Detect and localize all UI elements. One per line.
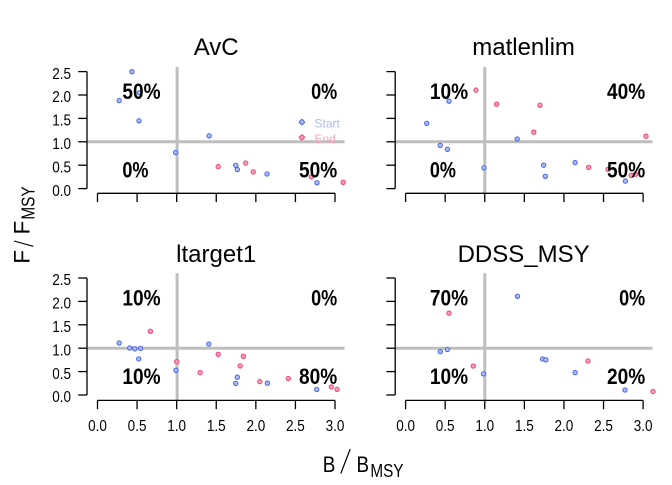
svg-text:1.0: 1.0	[475, 418, 494, 435]
svg-text:2.0: 2.0	[246, 418, 265, 435]
svg-text:80%: 80%	[299, 364, 337, 389]
svg-text:0.0: 0.0	[52, 183, 71, 200]
svg-text:0.5: 0.5	[52, 159, 71, 176]
svg-text:10%: 10%	[122, 285, 160, 310]
svg-text:ltarget1: ltarget1	[176, 241, 256, 268]
svg-text:10%: 10%	[430, 79, 468, 104]
svg-text:Start: Start	[315, 116, 341, 130]
svg-text:1.0: 1.0	[52, 342, 71, 359]
svg-text:0%: 0%	[619, 285, 645, 310]
svg-text:MSY: MSY	[370, 461, 403, 480]
svg-text:B: B	[323, 452, 336, 477]
svg-text:2.5: 2.5	[52, 272, 71, 289]
svg-text:1.5: 1.5	[207, 418, 226, 435]
svg-text:70%: 70%	[430, 285, 468, 310]
svg-text:2.5: 2.5	[52, 66, 71, 83]
svg-text:F: F	[10, 221, 35, 235]
svg-text:0.0: 0.0	[396, 418, 415, 435]
svg-text:0.5: 0.5	[436, 418, 455, 435]
svg-text:DDSS_MSY: DDSS_MSY	[458, 241, 590, 268]
svg-text:0%: 0%	[122, 157, 148, 182]
svg-text:20%: 20%	[607, 364, 645, 389]
svg-text:2.5: 2.5	[286, 418, 305, 435]
svg-text:matlenlim: matlenlim	[472, 34, 575, 61]
svg-text:1.5: 1.5	[515, 418, 534, 435]
svg-text:3.0: 3.0	[634, 418, 653, 435]
svg-text:0.0: 0.0	[88, 418, 107, 435]
svg-text:2.5: 2.5	[594, 418, 613, 435]
svg-text:0%: 0%	[430, 157, 456, 182]
svg-text:1.5: 1.5	[52, 113, 71, 130]
svg-text:10%: 10%	[430, 364, 468, 389]
svg-text:2.0: 2.0	[555, 418, 574, 435]
svg-text:2.0: 2.0	[52, 296, 71, 313]
svg-text:50%: 50%	[299, 157, 337, 182]
svg-text:2.0: 2.0	[52, 89, 71, 106]
svg-text:50%: 50%	[122, 79, 160, 104]
svg-text:F: F	[10, 250, 35, 264]
svg-text:1.5: 1.5	[52, 319, 71, 336]
svg-text:1.0: 1.0	[167, 418, 186, 435]
svg-text:1.0: 1.0	[52, 136, 71, 153]
svg-text:40%: 40%	[607, 79, 645, 104]
svg-text:10%: 10%	[122, 364, 160, 389]
svg-text:MSY: MSY	[19, 186, 39, 219]
svg-text:AvC: AvC	[194, 34, 239, 61]
svg-text:0.5: 0.5	[52, 366, 71, 383]
svg-text:0%: 0%	[311, 79, 337, 104]
svg-text:B: B	[357, 452, 370, 477]
svg-text:0.5: 0.5	[128, 418, 147, 435]
svg-text:3.0: 3.0	[326, 418, 345, 435]
svg-text:0%: 0%	[311, 285, 337, 310]
svg-text:50%: 50%	[607, 157, 645, 182]
svg-text:0.0: 0.0	[52, 389, 71, 406]
svg-text:End: End	[315, 132, 336, 146]
